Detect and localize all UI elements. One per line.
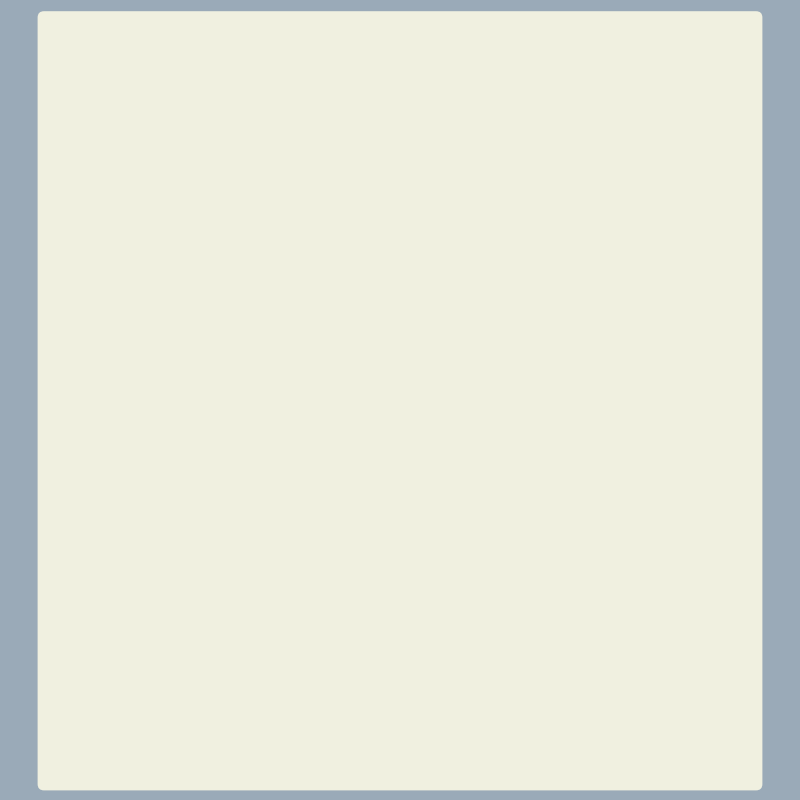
- Text: 3: 3: [194, 522, 204, 540]
- Text: 23: 23: [103, 68, 127, 86]
- Text: What is the length of DE?: What is the length of DE?: [238, 140, 469, 155]
- Text: C.: C.: [150, 637, 168, 655]
- Text: F: F: [467, 341, 475, 355]
- Text: E: E: [139, 341, 148, 355]
- Text: 12: 12: [194, 637, 214, 655]
- Text: 6: 6: [194, 579, 204, 598]
- Text: 12: 12: [426, 423, 443, 437]
- Text: 24: 24: [194, 694, 214, 713]
- Text: DF is the altitude to the hypotenuse EC.: DF is the altitude to the hypotenuse EC.: [98, 140, 424, 155]
- FancyBboxPatch shape: [79, 52, 154, 102]
- Text: B.: B.: [150, 579, 168, 598]
- Text: C: C: [471, 560, 481, 574]
- Text: 6: 6: [395, 518, 405, 532]
- Text: D: D: [295, 459, 306, 473]
- Text: D.: D.: [150, 694, 170, 713]
- Text: A.: A.: [150, 522, 169, 540]
- Text: Select the best answer from the choices provided.: Select the best answer from the choices …: [98, 485, 554, 500]
